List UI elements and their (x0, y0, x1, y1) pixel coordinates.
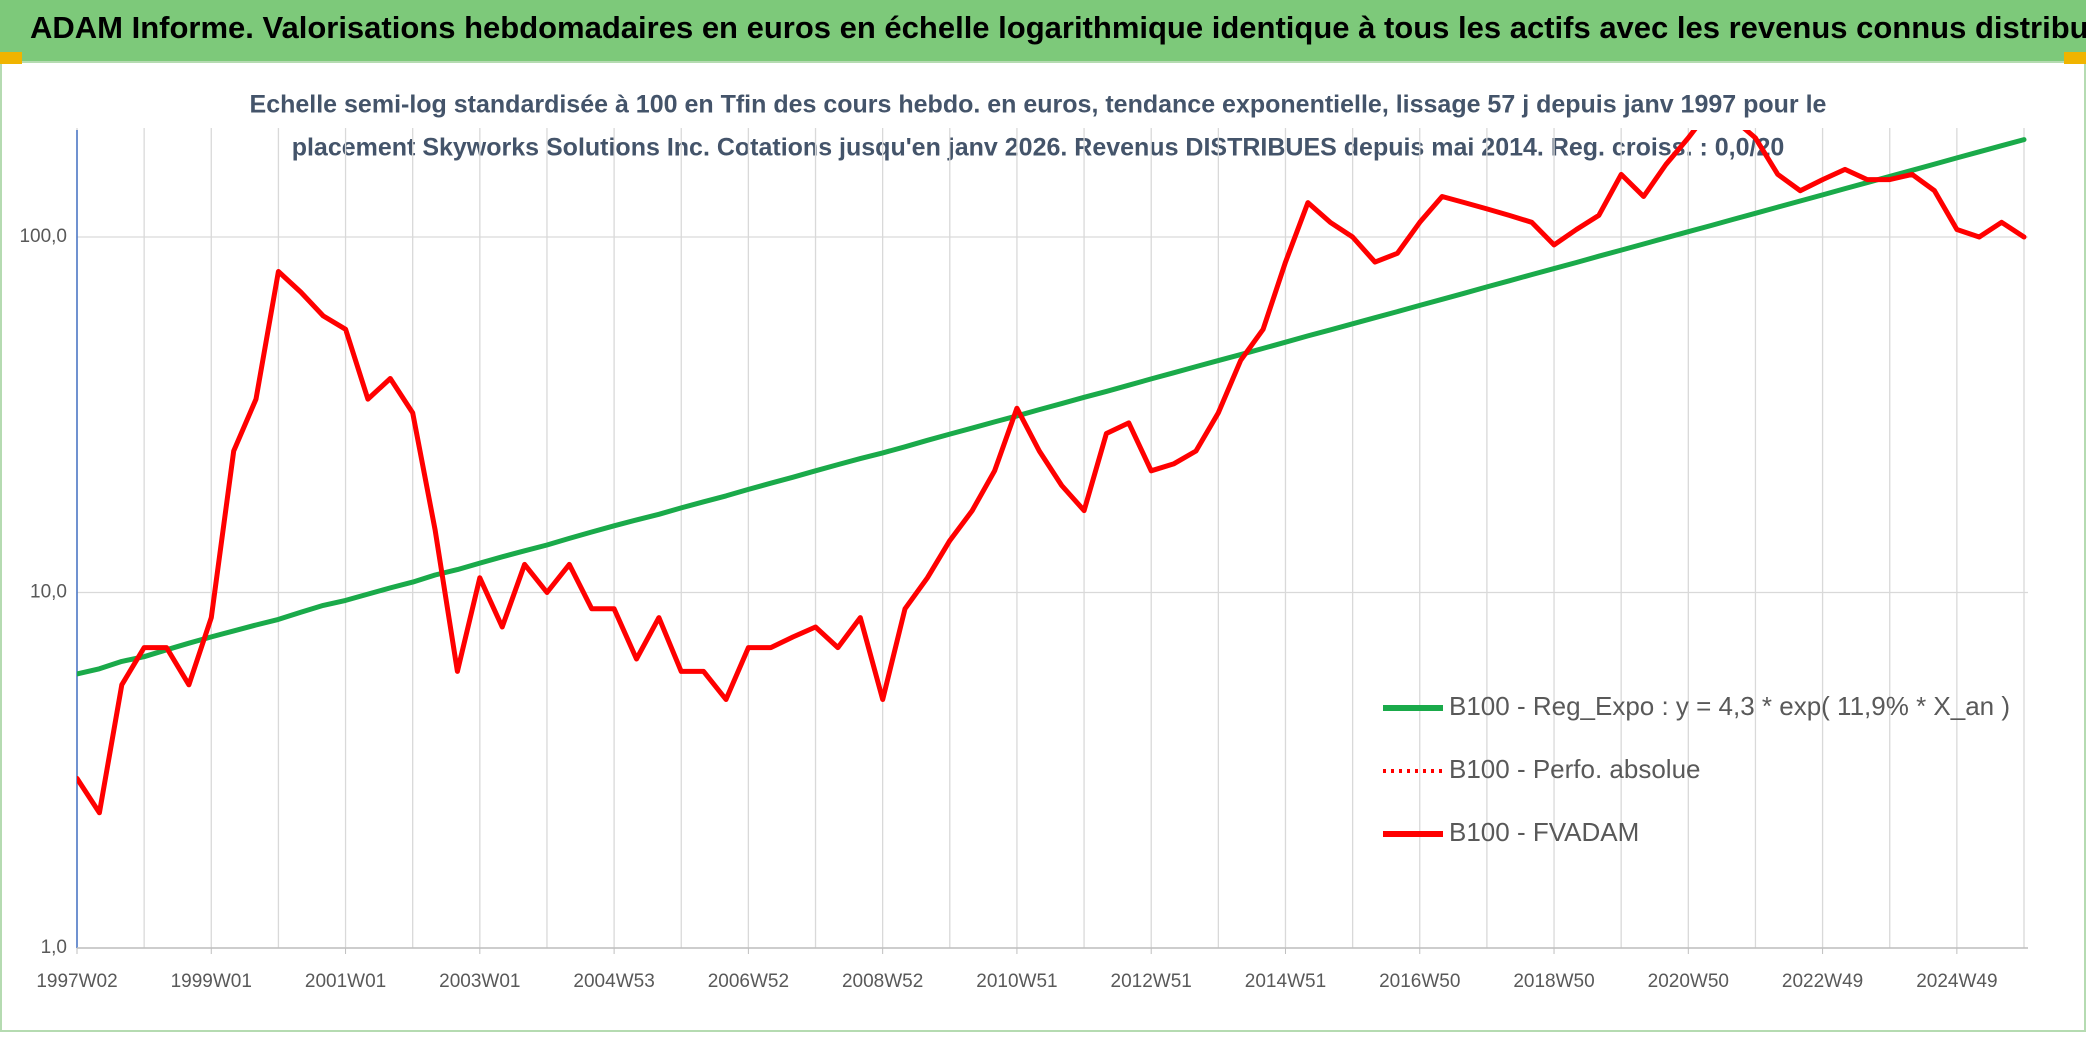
x-tick-label: 2016W50 (1379, 971, 1460, 992)
x-tick-label: 1999W01 (171, 971, 252, 992)
plot-area (77, 130, 2027, 816)
y-tick-label: 10,0 (30, 582, 67, 603)
y-tick-label: 100,0 (19, 226, 67, 247)
x-tick-label: 2020W50 (1648, 971, 1729, 992)
chart-title: ADAM Informe. Valorisations hebdomadaire… (30, 10, 2086, 45)
x-tick-label: 2003W01 (439, 971, 520, 992)
chart-subtitle: placement Skyworks Solutions Inc. Cotati… (292, 134, 1785, 162)
legend-label: B100 - Perfo. absolue (1449, 754, 1701, 784)
x-tick-label: 2006W52 (708, 971, 789, 992)
x-tick-label: 2012W51 (1111, 971, 1192, 992)
corner (2064, 52, 2086, 64)
x-tick-label: 2024W49 (1916, 971, 1997, 992)
series-line (77, 130, 2027, 816)
x-tick-label: 2018W50 (1513, 971, 1594, 992)
series-line (77, 137, 2027, 677)
x-tick-label: 2001W01 (305, 971, 386, 992)
x-tick-label: 2008W52 (842, 971, 923, 992)
x-tick-label: 2014W51 (1245, 971, 1326, 992)
x-tick-label: 1997W02 (36, 971, 117, 992)
title-bar (0, 0, 2086, 62)
x-tick-label: 2022W49 (1782, 971, 1863, 992)
chart-subtitle: Echelle semi-log standardisée à 100 en T… (250, 91, 1827, 119)
y-tick-label: 1,0 (41, 937, 67, 958)
x-tick-label: 2004W53 (573, 971, 654, 992)
frame (0, 61, 2086, 1032)
x-tick-label: 2010W51 (976, 971, 1057, 992)
legend-label: B100 - FVADAM (1449, 817, 1639, 847)
corner (0, 52, 22, 64)
legend-label: B100 - Reg_Expo : y = 4,3 * exp( 11,9% *… (1449, 691, 2010, 721)
